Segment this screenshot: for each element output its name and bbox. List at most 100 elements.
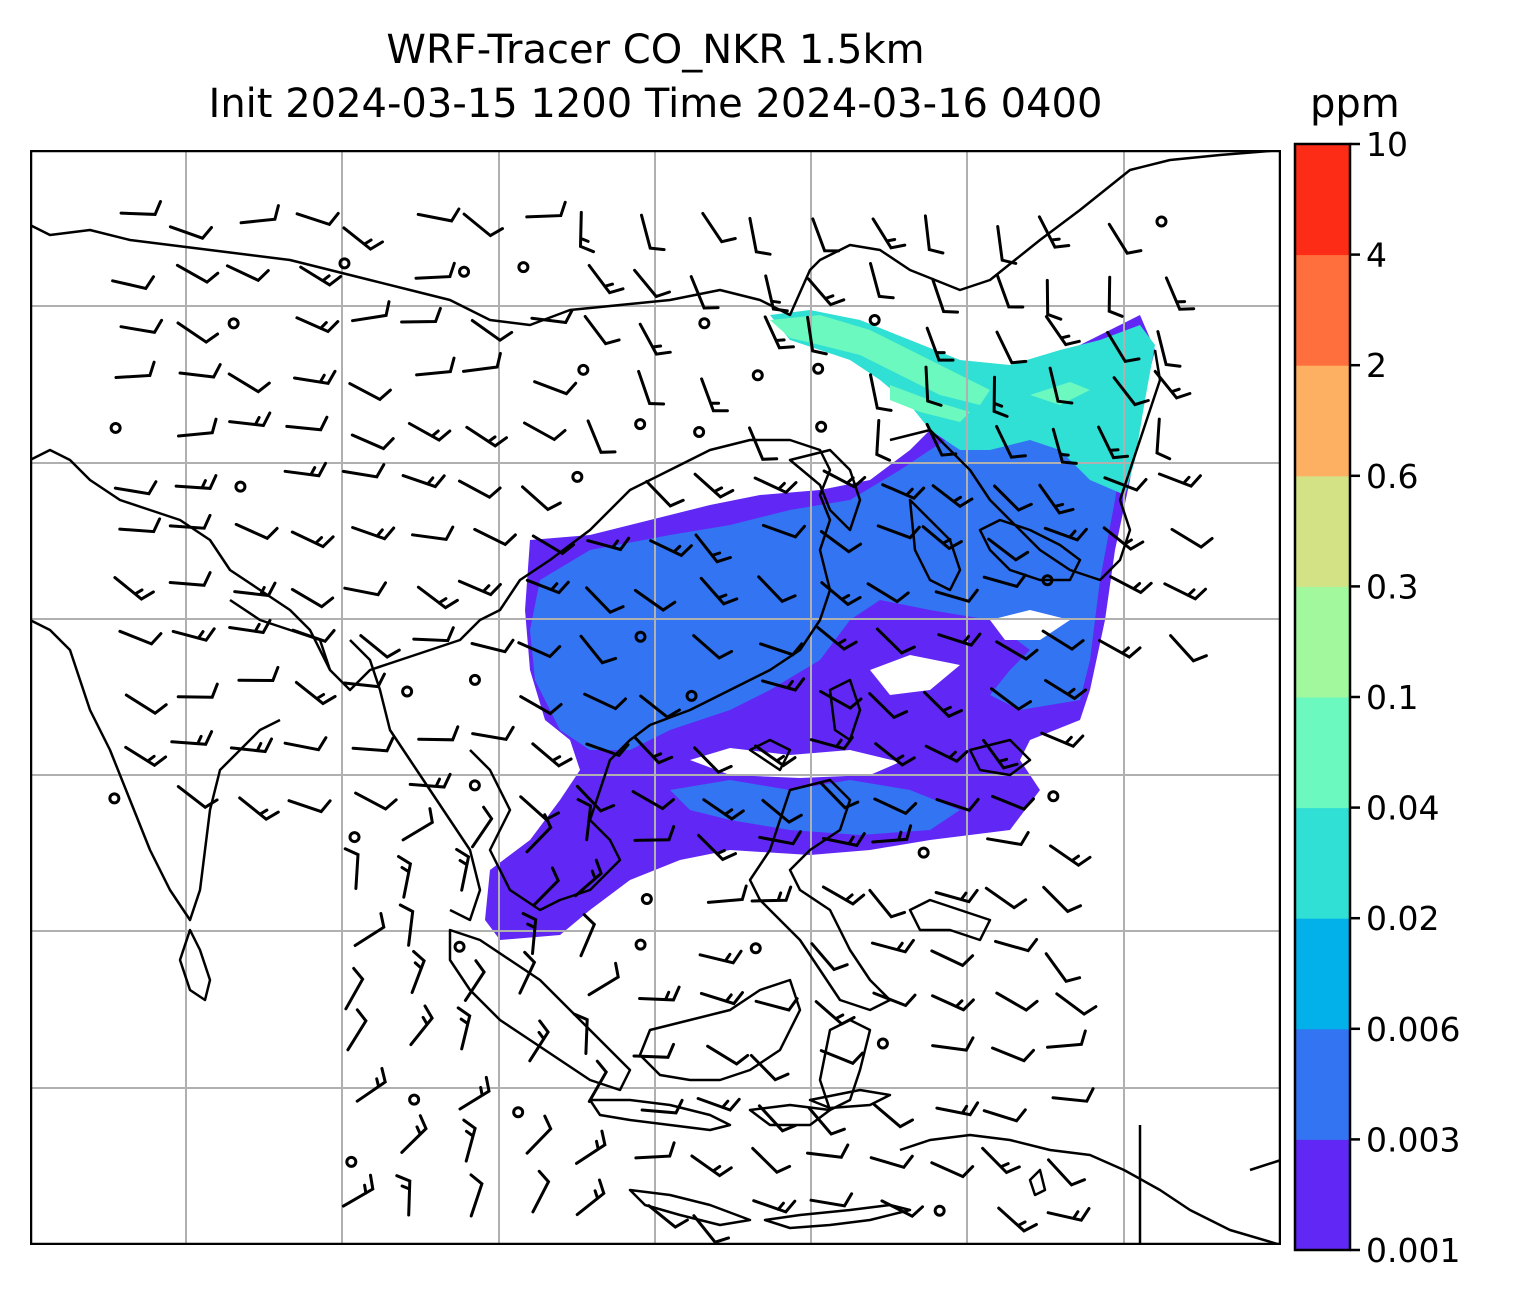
calm-wind-marker [1041,574,1054,587]
wind-barb [525,578,570,595]
wind-barb [359,634,401,659]
wind-barb [455,847,471,892]
calm-wind-marker [868,314,881,327]
wind-barb [341,1173,375,1208]
wind-barb [471,725,515,741]
calm-wind-marker [517,261,530,274]
wind-barb [398,903,415,947]
plume-layer-004 [770,315,990,405]
wind-barb [238,796,280,822]
colorbar-segment [1295,1028,1350,1140]
wind-barb [759,642,804,657]
wind-barb [1046,1029,1087,1049]
wind-barb [587,1059,609,1103]
wind-barb [637,369,666,406]
calm-wind-marker [634,938,647,951]
wind-barb [810,942,849,972]
calm-wind-marker [815,420,828,433]
wind-barb [868,888,906,919]
wind-barb [469,1173,484,1218]
wind-barb [119,200,162,216]
wind-barb [701,211,737,244]
wind-barb [471,805,494,849]
wind-barb [633,825,676,842]
wind-barb [819,530,863,554]
wind-barb [807,1106,846,1136]
calm-wind-marker [917,846,930,859]
wind-barb [921,525,963,551]
wind-barb [994,938,1039,953]
wind-barb [1102,526,1145,551]
wind-barb [869,373,893,412]
wind-barb [295,211,340,227]
wind-barb [699,991,744,1006]
wind-barb [873,797,918,816]
wind-barb [931,1036,975,1052]
wind-barb [400,1114,428,1154]
wind-barb [751,1146,792,1174]
wind-barb [757,575,797,604]
wind-barb [344,966,365,1011]
wind-barb [397,855,413,899]
wind-barb [1098,639,1142,659]
wind-barb [353,912,386,947]
colorbar: 0.001 0.003 0.006 0.02 0.04 0.1 0.3 0.6 2 4 10 [1293,130,1460,1270]
calm-wind-marker [876,1037,889,1050]
wind-barb [935,797,980,813]
wind-barb [417,725,460,742]
wind-barb [763,315,795,350]
wind-barb [806,1143,850,1159]
wind-barb [634,1141,676,1160]
wind-barb [401,807,434,842]
wind-barb [171,627,216,642]
wind-barb [291,628,336,644]
wind-barb [991,794,1035,811]
wind-barb [470,638,515,654]
wind-barb [521,485,562,512]
wind-barb [341,463,386,479]
wind-barb [749,1054,790,1082]
calm-wind-marker [108,792,121,805]
wind-barb [638,985,681,1002]
wind-barb [633,736,674,765]
wind-barb [354,791,398,811]
wind-barb [412,626,455,643]
wind-barb [1153,369,1192,400]
wind-barb [355,1066,387,1103]
wind-barb [290,587,335,609]
wind-barb [462,351,502,373]
wind-barb [692,634,734,660]
wind-barb [229,737,273,754]
wind-barb [587,264,625,295]
wind-barb [114,360,156,379]
wind-barb [586,536,631,552]
wind-barb [1046,1207,1091,1222]
wind-barb [871,824,913,844]
wind-barb [640,1098,684,1115]
wind-barb [525,200,567,219]
calm-wind-marker [227,317,240,330]
wind-barb [1045,278,1063,321]
colorbar-tick-label: 0.3 [1366,567,1418,606]
colorbar-tick-label: 4 [1366,236,1387,275]
wind-barb [1044,679,1088,701]
wind-barb [294,680,337,706]
calm-wind-marker [577,363,590,376]
wind-barb [990,687,1032,711]
wind-barb [982,1108,1027,1123]
wind-barb [168,571,212,587]
wind-barb [415,356,456,377]
wind-barb [987,537,1030,562]
wind-barb [924,365,943,407]
wind-barb [525,813,553,854]
calm-wind-marker [751,369,764,382]
wind-barb [872,991,917,1008]
wind-barb [124,693,168,716]
wind-barb [456,1006,472,1051]
wind-barbs [108,200,1214,1244]
wind-barb [872,1103,914,1129]
wind-barb [699,576,739,606]
colorbar-unit-label: ppm [1310,81,1400,127]
calm-wind-marker [933,1204,946,1217]
colorbar-segment [1295,918,1350,1030]
